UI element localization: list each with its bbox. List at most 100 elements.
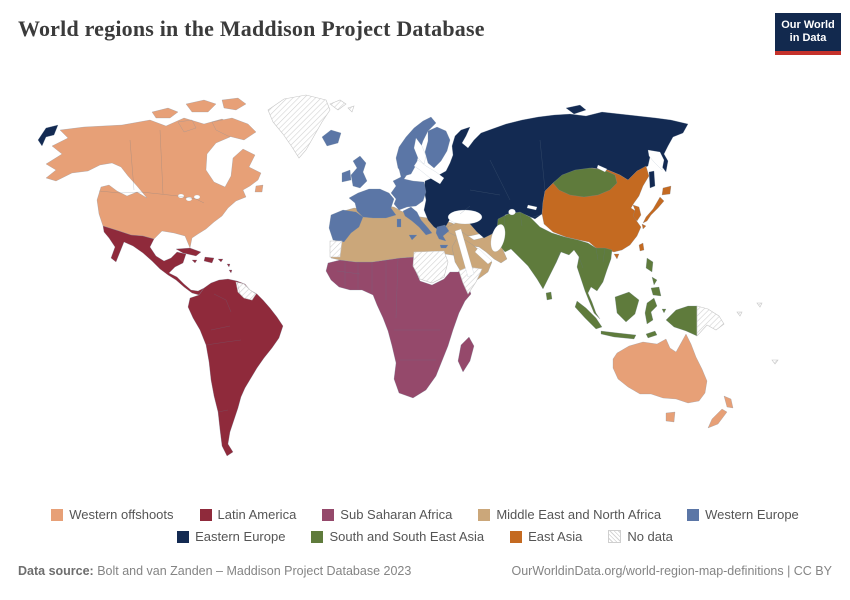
region-western-europe[interactable]: [321, 116, 451, 249]
region-japan-kyushu[interactable]: [641, 223, 647, 230]
owid-logo-text: Our World in Data: [781, 19, 835, 44]
lake-baikal: [596, 164, 608, 173]
country-borders: [98, 129, 606, 413]
legend-swatch-east-asia: [510, 530, 523, 543]
data-source: Data source: Bolt and van Zanden – Maddi…: [18, 564, 411, 578]
legend-swatch-eastern-europe: [177, 530, 190, 543]
legend-item-western-europe[interactable]: Western Europe: [687, 507, 799, 522]
region-japan-hokkaido[interactable]: [661, 185, 672, 196]
region-crete[interactable]: [439, 244, 449, 249]
legend-item-latin-america[interactable]: Latin America: [199, 507, 297, 522]
region-cuba[interactable]: [175, 247, 202, 257]
baltic-sea: [413, 159, 445, 185]
region-mexico-central-america[interactable]: [102, 225, 205, 296]
region-sub-saharan-africa[interactable]: [325, 256, 472, 399]
footer: Data source: Bolt and van Zanden – Maddi…: [0, 564, 850, 578]
region-philippines[interactable]: [645, 257, 662, 297]
caspian-sea: [490, 224, 506, 252]
red-sea: [454, 228, 475, 278]
region-timor[interactable]: [645, 330, 658, 339]
legend-label: East Asia: [528, 529, 583, 544]
region-new-zealand-south[interactable]: [707, 408, 728, 429]
world-map: [0, 85, 850, 505]
owid-logo: Our World in Data: [775, 13, 841, 55]
region-north-america[interactable]: [45, 117, 262, 249]
region-western-sahara[interactable]: [329, 240, 343, 258]
region-pacific-islands[interactable]: [736, 302, 779, 365]
region-australia[interactable]: [612, 333, 708, 404]
region-papua-new-guinea[interactable]: [696, 305, 725, 337]
legend-label: Sub Saharan Africa: [340, 507, 453, 522]
region-new-zealand-north[interactable]: [723, 395, 734, 409]
region-japan-honshu[interactable]: [642, 196, 665, 224]
legend-item-western-offshoots[interactable]: Western offshoots: [51, 507, 174, 522]
region-taiwan[interactable]: [638, 242, 645, 252]
legend-label: Eastern Europe: [195, 529, 286, 544]
region-sakhalin[interactable]: [648, 170, 656, 189]
region-mongolia[interactable]: [552, 167, 618, 198]
great-lakes-mid: [185, 196, 193, 202]
region-greenland[interactable]: [267, 94, 331, 159]
region-russia-eastern-europe[interactable]: [423, 111, 689, 247]
region-ireland[interactable]: [341, 169, 352, 183]
region-finland[interactable]: [424, 126, 451, 169]
legend-label: No data: [627, 529, 673, 544]
region-west-new-guinea[interactable]: [665, 305, 698, 337]
footer-link[interactable]: OurWorldinData.org/world-region-map-defi…: [511, 564, 832, 578]
lake-balkhash: [526, 204, 538, 211]
legend-swatch-no-data: [608, 530, 622, 543]
region-sulawesi[interactable]: [644, 297, 658, 325]
region-iceland[interactable]: [321, 129, 342, 147]
region-sicily[interactable]: [408, 234, 418, 241]
legend-swatch-western-offshoots: [51, 508, 64, 521]
region-puerto-rico[interactable]: [217, 258, 224, 263]
legend-item-south-south-east-asia[interactable]: South and South East Asia: [311, 529, 484, 544]
legend-swatch-middle-east-north-africa: [478, 508, 491, 521]
region-central-europe[interactable]: [390, 165, 427, 211]
region-sudan[interactable]: [412, 250, 449, 284]
region-sri-lanka[interactable]: [545, 291, 553, 301]
legend-swatch-sub-saharan-africa: [322, 508, 335, 521]
region-guianas[interactable]: [235, 281, 257, 301]
legend-item-middle-east-north-africa[interactable]: Middle East and North Africa: [478, 507, 661, 522]
region-lesser-antilles[interactable]: [226, 263, 233, 274]
region-south-asia-mainland[interactable]: [496, 211, 613, 320]
region-hispaniola[interactable]: [203, 256, 215, 264]
legend-item-no-data[interactable]: No data: [608, 529, 673, 544]
region-tasmania[interactable]: [665, 411, 676, 423]
region-borneo[interactable]: [614, 291, 640, 323]
legend-item-sub-saharan-africa[interactable]: Sub Saharan Africa: [322, 507, 452, 522]
region-chukotka-sliver[interactable]: [37, 124, 59, 147]
region-novaya-zemlya[interactable]: [565, 104, 587, 115]
region-madagascar[interactable]: [457, 336, 475, 373]
region-java[interactable]: [600, 330, 637, 340]
region-south-america[interactable]: [187, 278, 284, 457]
legend-swatch-latin-america: [199, 508, 212, 521]
legend-label: Middle East and North Africa: [496, 507, 662, 522]
legend-item-east-asia[interactable]: East Asia: [510, 529, 582, 544]
region-korea[interactable]: [632, 204, 642, 222]
region-jamaica[interactable]: [191, 259, 198, 264]
region-britain[interactable]: [350, 155, 368, 189]
great-lakes-east: [193, 194, 201, 200]
legend-label: Western Europe: [705, 507, 799, 522]
page-title: World regions in the Maddison Project Da…: [18, 16, 485, 41]
legend-label: South and South East Asia: [329, 529, 485, 544]
gulf-of-bothnia: [413, 137, 427, 165]
region-france[interactable]: [348, 188, 397, 219]
region-canadian-arctic-islands[interactable]: [151, 97, 264, 193]
legend-label: Western offshoots: [69, 507, 174, 522]
region-greece[interactable]: [435, 224, 450, 242]
region-italy[interactable]: [402, 206, 433, 236]
region-sardinia[interactable]: [396, 218, 402, 228]
no-data-areas[interactable]: [235, 94, 779, 365]
legend-item-eastern-europe[interactable]: Eastern Europe: [177, 529, 285, 544]
region-sumatra[interactable]: [574, 300, 603, 330]
region-hainan[interactable]: [613, 253, 620, 260]
aral-sea: [508, 208, 516, 216]
legend-label: Latin America: [217, 507, 297, 522]
legend-row-2: Eastern Europe South and South East Asia…: [0, 529, 850, 544]
region-iberia[interactable]: [328, 209, 364, 243]
region-svalbard[interactable]: [329, 99, 355, 113]
